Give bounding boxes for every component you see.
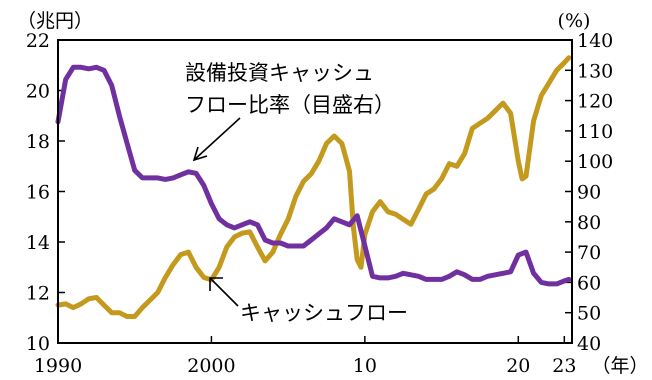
- cashflow-annotation: キャッシュフロー: [240, 301, 408, 325]
- left-axis-unit: （兆円）: [17, 10, 93, 32]
- right-tick-label: 120: [577, 91, 613, 113]
- left-tick-label: 16: [26, 182, 50, 204]
- x-tick-label: 10: [353, 355, 377, 377]
- right-tick-label: 110: [577, 121, 613, 143]
- left-tick-label: 20: [26, 81, 50, 103]
- right-tick-label: 50: [577, 303, 601, 325]
- left-tick-label: 12: [26, 283, 50, 305]
- right-tick-label: 70: [577, 242, 601, 264]
- right-tick-label: 60: [577, 272, 601, 294]
- right-tick-label: 100: [577, 151, 613, 173]
- x-tick-label: 2000: [187, 355, 235, 377]
- x-axis-unit: （年）: [591, 355, 648, 377]
- ratio-annotation-line2: フロー比率（目盛右）: [185, 93, 395, 117]
- x-tick-label: 20: [506, 355, 530, 377]
- left-tick-label: 14: [26, 232, 50, 254]
- x-tick-label: 23: [552, 355, 576, 377]
- x-axis-ticks: 1990 2000 10 20 23: [34, 336, 576, 377]
- left-tick-label: 10: [26, 333, 50, 355]
- ratio-annotation-arrow: [192, 117, 241, 162]
- ratio-line: [55, 64, 572, 287]
- left-tick-label: 22: [26, 30, 50, 52]
- left-axis-ticks: 10 12 14 16 18 20 22: [26, 30, 65, 355]
- right-axis-ticks: 40 50 60 70 80 90 100 110 120 130 140: [565, 30, 613, 355]
- plot-frame: [57, 39, 573, 344]
- x-tick-label: 1990: [34, 355, 82, 377]
- right-tick-label: 140: [577, 30, 613, 52]
- cashflow-annotation-arrow: [209, 277, 239, 307]
- cashflow-line: [55, 55, 572, 319]
- ratio-annotation-line1: 設備投資キャッシュ: [185, 61, 374, 85]
- right-tick-label: 90: [577, 182, 601, 204]
- right-tick-label: 40: [577, 333, 601, 355]
- series-layer: [55, 55, 572, 319]
- left-tick-label: 18: [26, 131, 50, 153]
- right-tick-label: 80: [577, 212, 601, 234]
- right-tick-label: 130: [577, 60, 613, 82]
- right-axis-unit: (%): [558, 10, 591, 32]
